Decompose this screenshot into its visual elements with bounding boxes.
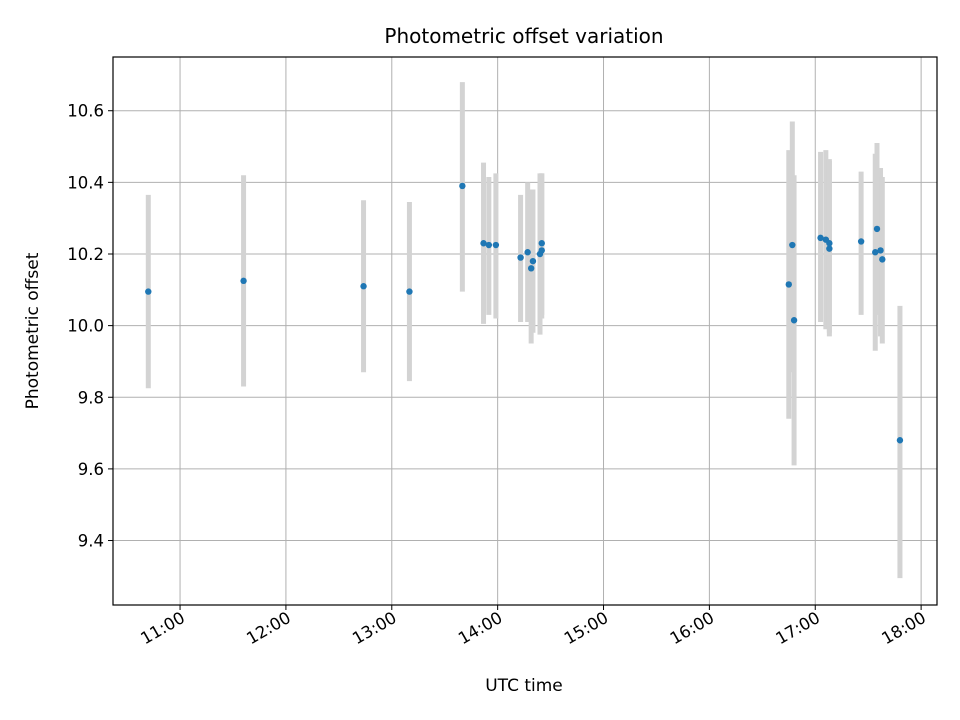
data-point xyxy=(857,238,865,245)
data-point xyxy=(240,277,247,285)
x-tick-label: 17:00 xyxy=(773,608,824,648)
grid-lines xyxy=(113,57,937,605)
data-point xyxy=(790,317,798,324)
data-point xyxy=(485,241,493,249)
x-tick-label: 18:00 xyxy=(878,608,929,648)
x-tick-label: 14:00 xyxy=(455,608,506,648)
data-point xyxy=(524,249,531,256)
x-tick-label: 12:00 xyxy=(243,608,294,648)
y-tick-label: 10.2 xyxy=(67,245,104,264)
x-tick-label: 15:00 xyxy=(561,608,612,648)
data-point xyxy=(360,283,367,290)
x-tick-label: 11:00 xyxy=(137,608,188,648)
data-point xyxy=(538,247,545,254)
chart-title: Photometric offset variation xyxy=(384,24,663,48)
y-tick-label: 9.8 xyxy=(78,388,104,407)
data-point xyxy=(826,245,833,252)
data-point xyxy=(492,241,500,249)
y-tick-label: 10.0 xyxy=(67,317,104,336)
data-point xyxy=(517,254,524,261)
data-point xyxy=(877,247,884,254)
y-tick-label: 9.4 xyxy=(78,532,104,551)
data-point xyxy=(480,240,487,247)
data-point xyxy=(785,281,792,288)
data-point xyxy=(873,225,881,233)
data-point xyxy=(879,256,886,263)
data-point xyxy=(896,437,904,444)
plot-frame xyxy=(112,56,938,606)
x-axis-ticks: 11:00 12:00 13:00 14:00 15:00 16:00 17:00 18:00 xyxy=(137,605,929,648)
error-bars xyxy=(145,82,903,579)
x-tick-label: 13:00 xyxy=(349,608,400,648)
y-tick-label: 10.6 xyxy=(67,102,104,121)
y-tick-label: 9.6 xyxy=(78,460,104,479)
x-tick-label: 16:00 xyxy=(667,608,718,648)
data-point xyxy=(872,249,879,256)
data-point xyxy=(789,241,796,249)
y-axis-label: Photometric offset xyxy=(23,252,43,409)
data-point xyxy=(145,288,152,295)
y-axis-ticks: 9.4 9.6 9.8 10.0 10.2 10.4 10.6 xyxy=(67,102,113,551)
data-point xyxy=(459,182,466,190)
data-point xyxy=(529,257,537,265)
data-points xyxy=(145,182,904,444)
data-point xyxy=(826,240,833,247)
data-point xyxy=(527,265,535,272)
x-axis-label: UTC time xyxy=(485,676,563,696)
y-tick-label: 10.4 xyxy=(67,173,104,192)
data-point xyxy=(538,240,545,247)
data-point xyxy=(406,288,413,295)
data-point xyxy=(817,234,824,242)
